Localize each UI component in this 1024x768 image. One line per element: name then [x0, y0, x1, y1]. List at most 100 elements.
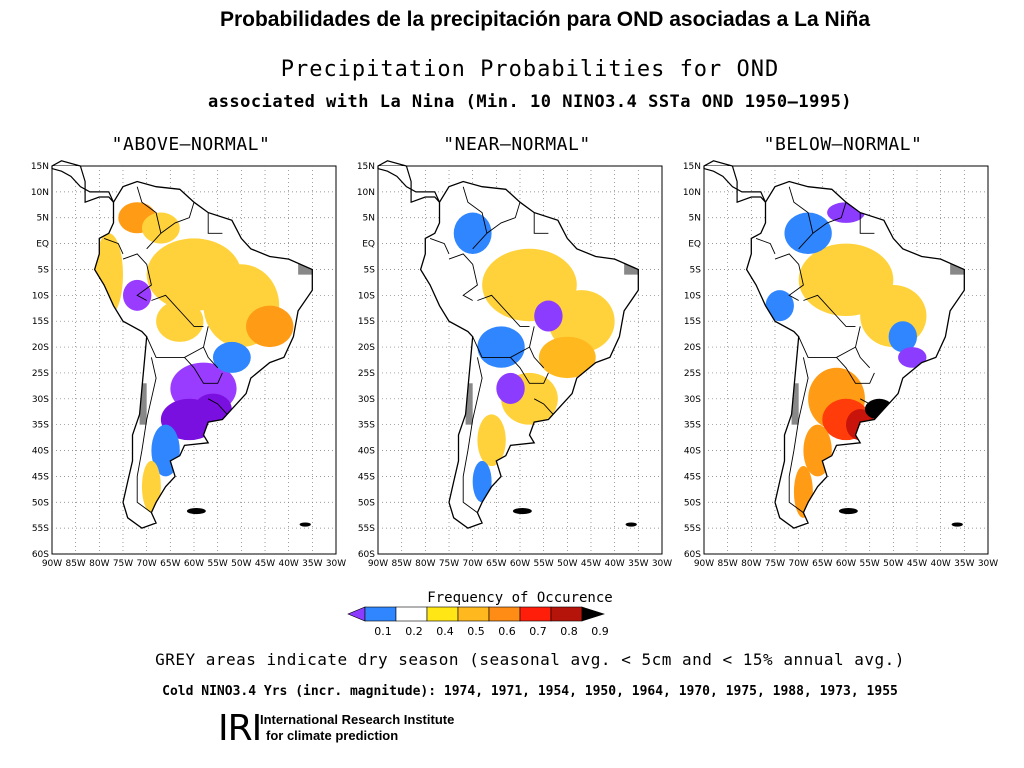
- lon-tick-label: 60W: [184, 559, 204, 569]
- colorbar-swatch-4: [457, 606, 490, 622]
- probability-region-3: [477, 326, 525, 368]
- iri-logo-text: International Research Institute for cli…: [260, 712, 454, 744]
- colorbar-swatch-6: [519, 606, 552, 622]
- colorbar-arrow-left: [347, 606, 366, 622]
- lat-tick-label: 30S: [684, 395, 701, 405]
- lon-tick-label: 35W: [302, 559, 322, 569]
- colorbar-arrow-right: [581, 606, 605, 622]
- map-panel-near-normal: 15N 10N 5N EQ 5S 10S 15S 20S 25S 30S 35S 40S 45S 50S 5…: [357, 160, 672, 569]
- lat-tick-label: 15S: [684, 317, 701, 327]
- lon-tick-label: 80W: [89, 559, 109, 569]
- lon-tick-label: 55W: [859, 559, 879, 569]
- lon-tick-label: 55W: [533, 559, 553, 569]
- lat-tick-label: 20S: [684, 343, 701, 353]
- lat-tick-label: 15S: [358, 317, 375, 327]
- probability-region-8: [784, 212, 832, 254]
- panel-title-below: "BELOW–NORMAL": [763, 134, 923, 155]
- lat-tick-label: 25S: [32, 369, 49, 379]
- lon-tick-label: 80W: [415, 559, 435, 569]
- panel-title-above: "ABOVE–NORMAL": [111, 134, 271, 155]
- probability-region-9: [534, 300, 563, 332]
- lon-tick-label: 30W: [326, 559, 346, 569]
- probability-region-2: [538, 336, 596, 379]
- lat-tick-label: 55S: [358, 524, 375, 534]
- lat-tick-label: 10N: [31, 188, 49, 198]
- probability-region-2: [246, 305, 294, 348]
- colorbar: 0.1 0.2 0.4 0.5 0.6 0.7 0.8 0.9: [347, 606, 609, 638]
- map-panel-above-normal: 15N 10N 5N EQ 5S 10S 15S 20S 25S 30S 35S 40S 45S 50S 5…: [31, 160, 346, 569]
- lat-tick-label: 5S: [38, 265, 50, 275]
- lat-tick-label: 25S: [684, 369, 701, 379]
- iri-logo-line2: for climate prediction: [266, 728, 399, 743]
- colorbar-tick-label: 0.1: [374, 625, 392, 638]
- lat-tick-label: 5S: [364, 265, 376, 275]
- lon-tick-label: 80W: [741, 559, 761, 569]
- colorbar-swatch-3: [426, 606, 459, 622]
- lon-tick-label: 70W: [136, 559, 156, 569]
- colorbar-swatch-7: [550, 606, 583, 622]
- lon-tick-label: 50W: [231, 559, 251, 569]
- lat-tick-label: EQ: [688, 240, 701, 250]
- probability-region-8: [472, 460, 492, 503]
- lon-tick-label: 60W: [510, 559, 530, 569]
- lat-tick-label: 20S: [32, 343, 49, 353]
- lat-tick-label: 15N: [357, 162, 375, 172]
- lon-tick-label: 40W: [278, 559, 298, 569]
- probability-region-10: [765, 290, 794, 322]
- probability-region-6: [156, 300, 204, 342]
- lat-tick-label: 40S: [32, 447, 49, 457]
- iri-logo-mark: IRI: [218, 708, 262, 749]
- lat-tick-label: 40S: [358, 447, 375, 457]
- lat-tick-label: 20S: [358, 343, 375, 353]
- lat-tick-label: 50S: [358, 498, 375, 508]
- probability-region-7: [496, 372, 525, 404]
- coastline: [419, 180, 639, 529]
- lat-tick-label: 35S: [32, 421, 49, 431]
- grey-areas-note: GREY areas indicate dry season (seasonal…: [155, 650, 905, 669]
- probability-region-12: [898, 347, 927, 368]
- lat-tick-label: 35S: [358, 421, 375, 431]
- panel-title-near: "NEAR–NORMAL": [443, 134, 591, 155]
- probability-region-6: [453, 212, 492, 254]
- lat-tick-label: 5N: [689, 214, 701, 224]
- lat-tick-label: 5N: [37, 214, 49, 224]
- lat-tick-label: 30S: [32, 395, 49, 405]
- probability-region-1: [548, 290, 615, 353]
- lon-tick-label: 75W: [113, 559, 133, 569]
- colorbar-tick-label: 0.7: [529, 625, 547, 638]
- lat-tick-label: 15S: [32, 317, 49, 327]
- lon-tick-label: 45W: [255, 559, 275, 569]
- lat-tick-label: 5N: [363, 214, 375, 224]
- lat-tick-label: 10N: [683, 188, 701, 198]
- lat-tick-label: 15N: [683, 162, 701, 172]
- lon-tick-label: 45W: [907, 559, 927, 569]
- lon-tick-label: 30W: [652, 559, 672, 569]
- lat-tick-label: 10N: [357, 188, 375, 198]
- lat-tick-label: 35S: [684, 421, 701, 431]
- colorbar-tick-label: 0.4: [436, 625, 454, 638]
- lon-tick-label: 55W: [207, 559, 227, 569]
- lon-tick-label: 40W: [604, 559, 624, 569]
- lon-tick-label: 90W: [694, 559, 714, 569]
- lon-tick-label: 85W: [391, 559, 411, 569]
- lat-tick-label: 45S: [684, 472, 701, 482]
- colorbar-swatch-2: [395, 606, 428, 622]
- lat-tick-label: 55S: [684, 524, 701, 534]
- lon-tick-label: 50W: [557, 559, 577, 569]
- lat-tick-label: 40S: [684, 447, 701, 457]
- figure-subtitle: associated with La Nina (Min. 10 NINO3.4…: [207, 92, 853, 112]
- lon-tick-label: 50W: [883, 559, 903, 569]
- lat-tick-label: 5S: [690, 265, 702, 275]
- lat-tick-label: EQ: [362, 240, 375, 250]
- lon-tick-label: 85W: [717, 559, 737, 569]
- coastline: [93, 180, 313, 529]
- lat-tick-label: 10S: [684, 291, 701, 301]
- map-panel-below-normal: 15N 10N 5N EQ 5S 10S 15S 20S 25S 30S 35S 40S 45S 50S 5…: [683, 160, 998, 569]
- lon-tick-label: 90W: [368, 559, 388, 569]
- lon-tick-label: 65W: [486, 559, 506, 569]
- lon-tick-label: 90W: [42, 559, 62, 569]
- lat-tick-label: 15N: [31, 162, 49, 172]
- lat-tick-label: 60S: [32, 550, 49, 560]
- lon-tick-label: 45W: [581, 559, 601, 569]
- probability-region-11: [141, 460, 161, 513]
